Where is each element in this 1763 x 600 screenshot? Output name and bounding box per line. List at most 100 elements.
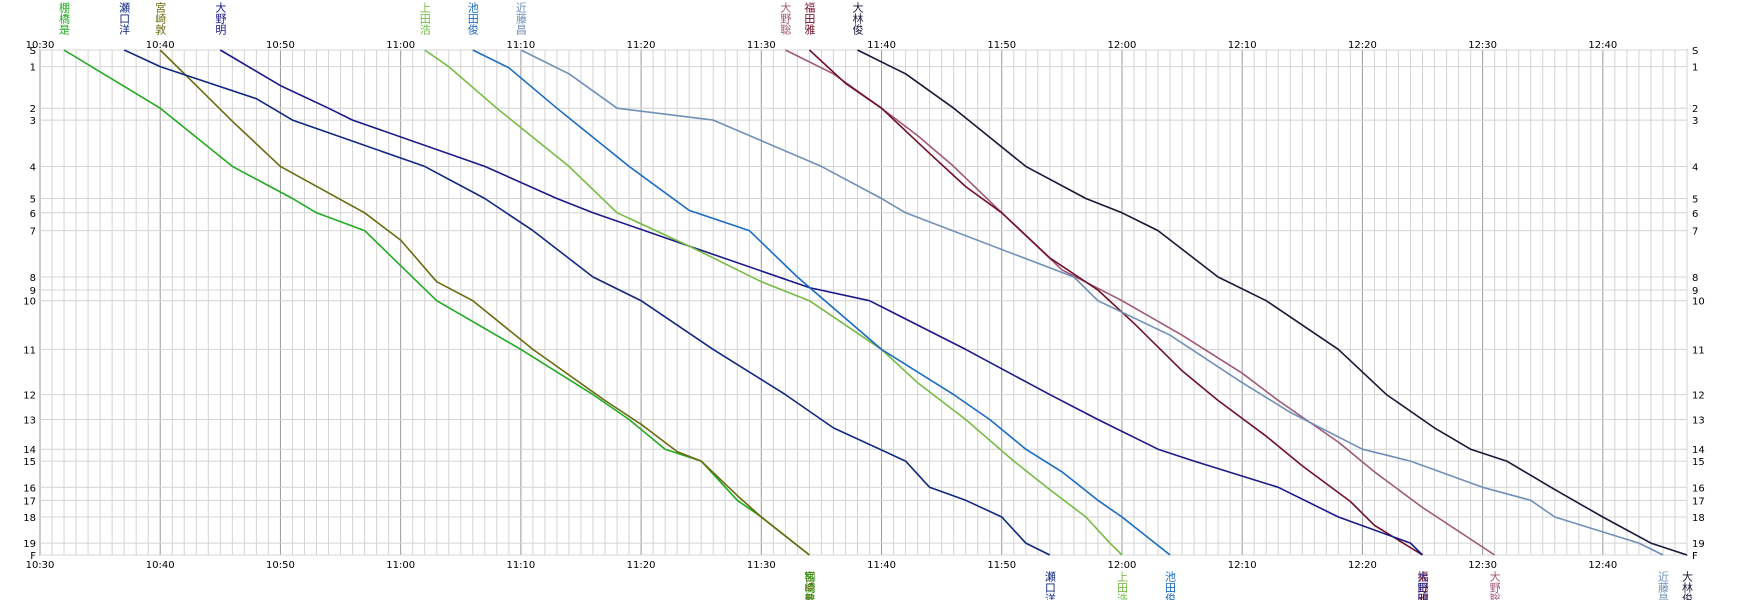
series-line xyxy=(857,49,1688,556)
series-label-start-text: 大野聡 xyxy=(779,1,792,35)
y-tick-label-left: 6 xyxy=(30,209,36,220)
y-tick-label-left: 4 xyxy=(30,162,36,173)
y-tick-label-right: 7 xyxy=(1692,227,1698,238)
y-tick-label-right: 14 xyxy=(1692,445,1705,456)
series-line xyxy=(63,49,810,556)
series-label-start: 宮崎敦 xyxy=(154,1,167,36)
x-axis-top: 10:30 10:40 10:50 11:00 11:10 11:20 11:30 11:40… xyxy=(26,40,1618,51)
x-axis-bottom: 10:30 10:40 10:50 11:00 11:10 11:20 11:30 11:40… xyxy=(26,560,1618,571)
x-tick-label-bottom: 12:10 xyxy=(1228,560,1257,571)
y-tick-label-left: 11 xyxy=(23,345,36,356)
series-label-end-text: 瀬口洋 xyxy=(1043,570,1056,600)
series-label-end-text: 大林俊 xyxy=(1681,570,1694,600)
x-tick-label-top: 11:40 xyxy=(867,40,896,51)
y-tick-label-left: 2 xyxy=(30,104,36,115)
x-tick-label-bottom: 10:50 xyxy=(266,560,295,571)
y-tick-label-right: 5 xyxy=(1692,195,1698,206)
y-tick-label-right: 2 xyxy=(1692,104,1698,115)
x-tick-label-top: 11:00 xyxy=(386,40,415,51)
y-tick-label-right: 13 xyxy=(1692,416,1705,427)
series-label-end-text: 池田俊 xyxy=(1164,571,1177,600)
x-tick-label-bottom: 11:00 xyxy=(386,560,415,571)
y-tick-label-right: 16 xyxy=(1692,483,1705,494)
series-label-start: 瀬口洋 xyxy=(118,1,131,35)
series-label-start-text: 大林俊 xyxy=(851,1,864,35)
y-tick-label-left: 10 xyxy=(23,297,36,308)
y-tick-label-left: 16 xyxy=(23,483,36,494)
x-tick-label-top: 11:30 xyxy=(747,40,776,51)
x-tick-label-bottom: 11:30 xyxy=(747,560,776,571)
y-tick-label-right: 10 xyxy=(1692,297,1705,308)
x-tick-label-bottom: 12:30 xyxy=(1468,560,1497,571)
series-label-start-text: 棚橋是 xyxy=(58,1,71,36)
series-label-end-text: 上田浩 xyxy=(1115,571,1128,600)
y-tick-label-left: 13 xyxy=(23,416,36,427)
x-tick-label-bottom: 12:00 xyxy=(1108,560,1137,571)
y-tick-label-right: 6 xyxy=(1692,209,1698,220)
series-line xyxy=(219,49,1424,556)
series-label-start-text: 福田雅 xyxy=(803,1,816,35)
x-tick-label-bottom: 12:20 xyxy=(1348,560,1377,571)
series-label-start-text: 池田俊 xyxy=(466,2,479,35)
series-label-end: 瀬口洋 xyxy=(1043,570,1056,600)
y-tick-label-right: 8 xyxy=(1692,273,1698,284)
x-tick-label-top: 10:50 xyxy=(266,40,295,51)
x-tick-label-top: 12:10 xyxy=(1228,40,1257,51)
series-label-end: 棚橋是 xyxy=(803,570,816,600)
x-tick-label-top: 11:20 xyxy=(627,40,656,51)
y-tick-label-left: 3 xyxy=(30,116,36,127)
series-label-end: 池田俊 xyxy=(1164,571,1177,600)
series-label-end-text: 近藤昌 xyxy=(1656,571,1669,600)
series-label-start-text: 大野明 xyxy=(214,1,227,36)
y-tick-label-left: 17 xyxy=(23,496,36,507)
series-label-start: 大林俊 xyxy=(851,1,864,35)
series-label-start: 池田俊 xyxy=(466,2,479,35)
x-tick-label-top: 12:20 xyxy=(1348,40,1377,51)
series-lines xyxy=(63,49,1688,556)
series-label-end-text: 宮崎敦 xyxy=(803,570,816,600)
series-line xyxy=(785,49,1496,556)
series-label-end: 宮崎敦 xyxy=(803,570,816,600)
y-tick-label-left: F xyxy=(30,551,36,562)
x-tick-label-bottom: 11:40 xyxy=(867,560,896,571)
series-label-end-text: 福田雅 xyxy=(1416,570,1429,600)
x-tick-label-bottom: 11:50 xyxy=(987,560,1016,571)
y-tick-label-left: 7 xyxy=(30,227,36,238)
series-line xyxy=(424,49,1123,556)
series-label-start: 棚橋是 xyxy=(58,1,71,36)
y-tick-label-right: 12 xyxy=(1692,391,1705,402)
series-label-end: 大林俊 xyxy=(1681,570,1694,600)
x-tick-label-top: 10:40 xyxy=(146,40,175,51)
x-tick-label-bottom: 10:40 xyxy=(146,560,175,571)
y-tick-label-right: F xyxy=(1692,551,1698,562)
series-label-start-text: 上田浩 xyxy=(418,2,431,36)
series-label-end-text: 棚橋是 xyxy=(803,570,816,600)
x-tick-label-top: 12:00 xyxy=(1108,40,1137,51)
y-tick-label-right: 17 xyxy=(1692,496,1705,507)
series-label-start: 大野明 xyxy=(214,1,227,36)
series-line xyxy=(520,49,1664,556)
series-label-start: 上田浩 xyxy=(418,2,431,36)
series-label-end: 近藤昌 xyxy=(1656,571,1669,600)
y-tick-label-left: 15 xyxy=(23,457,36,468)
series-label-end: 福田雅 xyxy=(1416,570,1429,600)
x-tick-label-top: 12:40 xyxy=(1588,40,1617,51)
series-label-start: 大野聡 xyxy=(779,1,792,35)
series-line xyxy=(159,49,810,556)
series-label-end-text: 大野聡 xyxy=(1488,570,1501,600)
series-label-start: 福田雅 xyxy=(803,1,816,35)
y-tick-label-left: 14 xyxy=(23,445,36,456)
series-line xyxy=(123,49,1051,556)
series-label-end: 上田浩 xyxy=(1115,571,1128,600)
plot-frame xyxy=(39,49,1688,556)
x-tick-label-top: 12:30 xyxy=(1468,40,1497,51)
series-label-start-text: 近藤昌 xyxy=(514,2,527,36)
x-tick-label-bottom: 11:10 xyxy=(506,560,535,571)
series-labels-top: 棚橋是 宮崎敦 大野聡 福田雅 瀬口洋 大野明 上田浩 池田俊 近藤昌 大林俊 xyxy=(58,1,864,36)
y-tick-label-left: 9 xyxy=(30,286,36,297)
x-tick-label-bottom: 10:30 xyxy=(26,560,55,571)
y-tick-label-left: 19 xyxy=(23,539,36,550)
y-tick-label-right: 4 xyxy=(1692,162,1698,173)
